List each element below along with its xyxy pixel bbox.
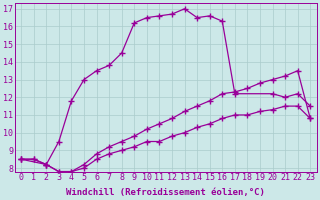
X-axis label: Windchill (Refroidissement éolien,°C): Windchill (Refroidissement éolien,°C)	[66, 188, 265, 197]
